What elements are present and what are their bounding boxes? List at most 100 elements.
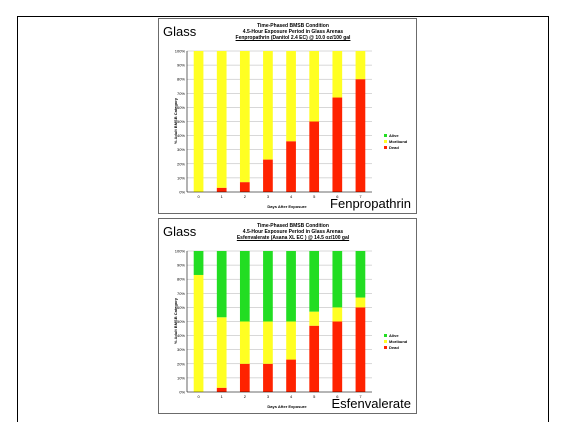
bar-segment-moribund xyxy=(332,307,343,322)
legend-label-moribund: Moribund xyxy=(389,139,408,144)
legend-swatch-alive xyxy=(384,134,387,138)
bar-segment-dead xyxy=(332,321,343,392)
chart-legend: Alive Moribund Dead xyxy=(384,333,407,351)
y-tick-label: 50% xyxy=(177,319,185,324)
x-tick-label: 0 xyxy=(197,194,200,199)
x-tick-label: 7 xyxy=(359,394,362,399)
y-axis-label: % Adult BMSB Category xyxy=(173,97,178,145)
chart-legend: Alive Moribund Dead xyxy=(384,133,407,151)
x-tick-label: 4 xyxy=(290,194,293,199)
legend-swatch-dead xyxy=(384,346,387,350)
legend-label-alive: Alive xyxy=(389,333,399,338)
chart-title: Time-Phased BMSB Condition xyxy=(257,23,329,29)
y-tick-label: 40% xyxy=(177,333,185,338)
insecticide-name-label: Fenpropathrin xyxy=(330,196,411,211)
bar-segment-moribund xyxy=(355,51,366,80)
y-tick-label: 90% xyxy=(177,263,185,268)
legend-item-alive: Alive xyxy=(384,333,407,339)
x-tick-label: 1 xyxy=(221,194,224,199)
chart-title-block: Time-Phased BMSB Condition 4.5-Hour Expo… xyxy=(223,23,363,41)
panel-corner-label: Glass xyxy=(163,224,197,239)
legend-label-dead: Dead xyxy=(389,345,399,350)
y-tick-label: 50% xyxy=(177,119,185,124)
x-tick-label: 5 xyxy=(313,194,316,199)
x-tick-label: 0 xyxy=(197,394,200,399)
chart-title: Time-Phased BMSB Condition xyxy=(257,223,329,229)
bar-segment-dead xyxy=(309,325,320,392)
legend-swatch-alive xyxy=(384,334,387,338)
bar-segment-alive xyxy=(286,251,296,322)
legend-item-alive: Alive xyxy=(384,133,407,139)
bar-segment-moribund xyxy=(355,297,366,308)
bar-segment-alive xyxy=(332,251,343,308)
x-tick-label: 6 xyxy=(336,394,339,399)
bar-segment-moribund xyxy=(239,51,250,183)
chart-subtitle: 4.5-Hour Exposure Period in Glass Arenas xyxy=(242,29,344,35)
y-tick-label: 60% xyxy=(177,305,185,310)
y-tick-label: 20% xyxy=(177,361,185,366)
bar-segment-alive xyxy=(309,251,320,312)
bar-segment-moribund xyxy=(263,51,273,160)
bar-segment-dead xyxy=(239,182,250,192)
bar-segment-moribund xyxy=(309,311,320,326)
bar-segment-alive xyxy=(193,251,204,275)
bar-segment-dead xyxy=(263,363,273,392)
y-tick-label: 60% xyxy=(177,105,185,110)
y-tick-label: 10% xyxy=(177,175,185,180)
chart-title-block: Time-Phased BMSB Condition 4.5-Hour Expo… xyxy=(223,223,363,241)
y-tick-label: 70% xyxy=(177,91,185,96)
legend-label-moribund: Moribund xyxy=(389,339,408,344)
chart-subtitle: 4.5-Hour Exposure Period in Glass Arenas xyxy=(242,229,344,235)
bar-segment-dead xyxy=(216,387,227,392)
fenpropathrin-chart-panel: 0% 10% 20% 30% 40% 50% 60% 70% 80% 90% 100% 0 1 2 3 4 5 6… xyxy=(158,18,417,214)
insecticide-name-label: Esfenvalerate xyxy=(331,396,412,411)
bar-segment-moribund xyxy=(309,51,320,122)
y-tick-label: 100% xyxy=(175,49,186,54)
x-tick-label: 3 xyxy=(267,194,270,199)
x-tick-label: 1 xyxy=(221,394,224,399)
esfenvalerate-chart: 0% 10% 20% 30% 40% 50% 60% 70% 80% 90% 100% 0 1 2 3 4 5 6… xyxy=(175,249,372,399)
bar-segment-alive xyxy=(355,251,366,298)
y-tick-label: 70% xyxy=(177,291,185,296)
x-axis-label: Days After Exposure xyxy=(267,204,307,209)
x-tick-label: 2 xyxy=(244,394,247,399)
fenpropathrin-chart: 0% 10% 20% 30% 40% 50% 60% 70% 80% 90% 100% 0 1 2 3 4 5 6… xyxy=(175,49,372,199)
bar-segment-moribund xyxy=(286,51,296,142)
y-tick-label: 90% xyxy=(177,63,185,68)
legend-item-dead: Dead xyxy=(384,345,407,351)
x-tick-label: 5 xyxy=(313,394,316,399)
x-axis-label: Days After Exposure xyxy=(267,404,307,409)
bar-segment-dead xyxy=(286,141,296,192)
legend-swatch-dead xyxy=(384,146,387,150)
y-tick-label: 20% xyxy=(177,161,185,166)
bar-segment-moribund xyxy=(216,51,227,188)
y-tick-label: 0% xyxy=(179,390,185,395)
bar-segment-dead xyxy=(263,159,273,192)
bar-segment-dead xyxy=(355,79,366,192)
bar-segment-alive xyxy=(216,251,227,318)
bar-segment-dead xyxy=(332,97,343,192)
bar-segment-alive xyxy=(239,251,250,322)
y-tick-label: 10% xyxy=(177,375,185,380)
legend-item-moribund: Moribund xyxy=(384,339,407,345)
chart-treatment-line: Fenpropathrin (Danitol 2.4 EC) @ 10.0 oz… xyxy=(235,35,351,41)
bar-segment-moribund xyxy=(263,321,273,364)
bar-segment-dead xyxy=(309,121,320,192)
y-axis-label: % Adult BMSB Category xyxy=(173,297,178,345)
x-tick-label: 4 xyxy=(290,394,293,399)
bar-segment-moribund xyxy=(332,51,343,98)
legend-label-alive: Alive xyxy=(389,133,399,138)
bar-segment-moribund xyxy=(193,51,204,192)
x-tick-label: 6 xyxy=(336,194,339,199)
bar-segment-dead xyxy=(355,307,366,392)
slide-frame xyxy=(17,16,549,422)
y-tick-label: 80% xyxy=(177,77,185,82)
x-tick-label: 7 xyxy=(359,194,362,199)
y-tick-label: 0% xyxy=(179,190,185,195)
y-tick-label: 30% xyxy=(177,347,185,352)
x-tick-label: 2 xyxy=(244,194,247,199)
bar-segment-dead xyxy=(239,363,250,392)
y-tick-label: 30% xyxy=(177,147,185,152)
bar-segment-moribund xyxy=(193,274,204,392)
bar-segment-moribund xyxy=(216,317,227,388)
